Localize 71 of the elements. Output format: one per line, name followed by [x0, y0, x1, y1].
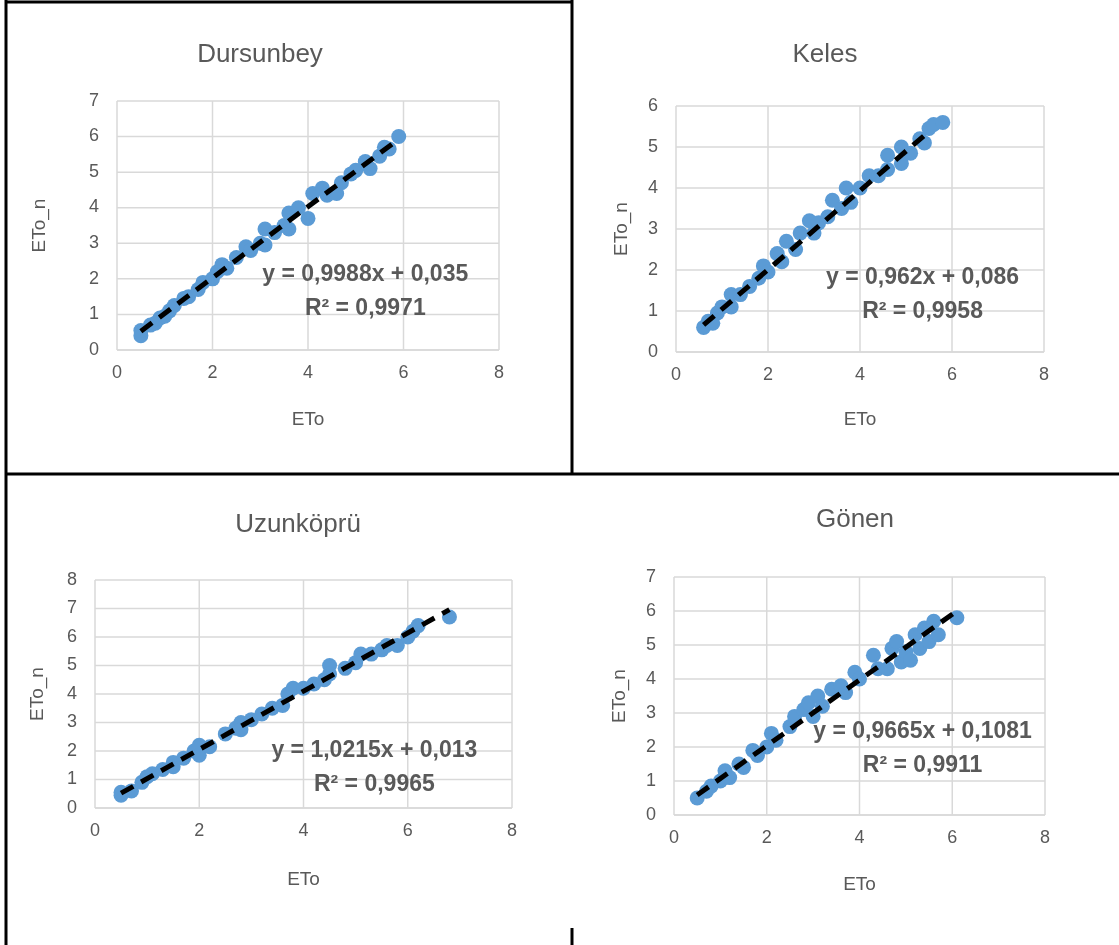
x-tick-label: 0 [668, 827, 680, 847]
x-axis-title: ETo [843, 408, 877, 430]
x-tick-label: 6 [946, 364, 958, 384]
chart-title: Uzunköprü [235, 507, 361, 538]
chart-title: Keles [792, 37, 858, 68]
y-axis-title: ETo_n [610, 202, 633, 256]
y-tick-label: 1 [66, 768, 77, 789]
y-axis-title: ETo_n [608, 669, 631, 723]
y-tick-label: 7 [88, 89, 99, 110]
y-tick-label: 2 [647, 258, 658, 279]
y-tick-label: 4 [88, 196, 99, 217]
x-tick-label: 2 [194, 820, 205, 840]
x-axis-title: ETo [291, 408, 325, 430]
y-axis-title: ETo_n [26, 667, 49, 721]
y-tick-label: 0 [647, 340, 658, 361]
x-tick-label: 2 [207, 362, 218, 382]
annotation: y = 0,962x + 0,086 [826, 263, 1020, 290]
x-tick-label: 4 [298, 820, 309, 840]
y-tick-label: 2 [645, 735, 656, 756]
x-tick-label: 4 [854, 827, 865, 847]
y-tick-label: 0 [88, 338, 99, 359]
y-tick-label: 1 [645, 769, 656, 790]
x-tick-label: 4 [302, 362, 314, 382]
y-tick-label: 6 [88, 125, 99, 146]
y-tick-label: 6 [66, 625, 77, 646]
annotation: y = 1,0215x + 0,013 [271, 736, 478, 763]
x-tick-label: 0 [670, 364, 682, 384]
x-tick-label: 4 [854, 364, 866, 384]
x-axis-title: ETo [843, 873, 876, 895]
annotation: y = 0,9665x + 0,1081 [813, 716, 1033, 743]
y-tick-label: 5 [88, 160, 99, 181]
y-tick-label: 2 [88, 267, 99, 288]
x-tick-label: 6 [402, 820, 413, 840]
y-tick-label: 1 [647, 299, 658, 320]
y-tick-label: 1 [88, 303, 99, 324]
y-axis-title: ETo_n [28, 198, 51, 253]
chart-title: Gönen [815, 502, 895, 533]
x-tick-label: 6 [947, 827, 958, 847]
y-tick-label: 4 [645, 667, 656, 688]
x-axis-title: ETo [287, 868, 320, 890]
y-tick-label: 3 [645, 701, 656, 722]
x-tick-label: 8 [1038, 364, 1050, 384]
y-tick-label: 7 [66, 597, 77, 618]
annotation: R² = 0,9911 [862, 750, 983, 777]
y-tick-label: 5 [645, 633, 656, 654]
y-tick-label: 6 [645, 599, 656, 620]
annotation: R² = 0,9958 [862, 297, 984, 324]
annotation: R² = 0,9965 [313, 770, 436, 797]
y-tick-label: 7 [645, 565, 656, 586]
x-tick-label: 8 [1039, 827, 1051, 847]
x-tick-label: 2 [762, 364, 774, 384]
x-tick-label: 8 [506, 820, 518, 840]
x-tick-label: 0 [111, 362, 123, 382]
y-tick-label: 3 [66, 711, 77, 732]
y-tick-label: 8 [66, 568, 77, 589]
y-tick-label: 3 [88, 232, 99, 253]
y-tick-label: 0 [66, 796, 77, 817]
chart-title: Dursunbey [197, 37, 323, 68]
x-tick-label: 6 [398, 362, 409, 382]
y-tick-label: 4 [66, 682, 77, 703]
y-tick-label: 2 [66, 739, 77, 760]
y-tick-label: 4 [647, 176, 658, 197]
y-tick-label: 3 [647, 217, 658, 238]
y-tick-label: 0 [645, 803, 656, 824]
annotation: R² = 0,9971 [304, 294, 426, 321]
x-tick-label: 8 [493, 362, 505, 382]
y-tick-label: 5 [647, 135, 658, 156]
annotation: y = 0,9988x + 0,035 [262, 260, 469, 287]
y-tick-label: 5 [66, 654, 77, 675]
y-tick-label: 6 [647, 94, 658, 115]
x-tick-label: 2 [761, 827, 772, 847]
